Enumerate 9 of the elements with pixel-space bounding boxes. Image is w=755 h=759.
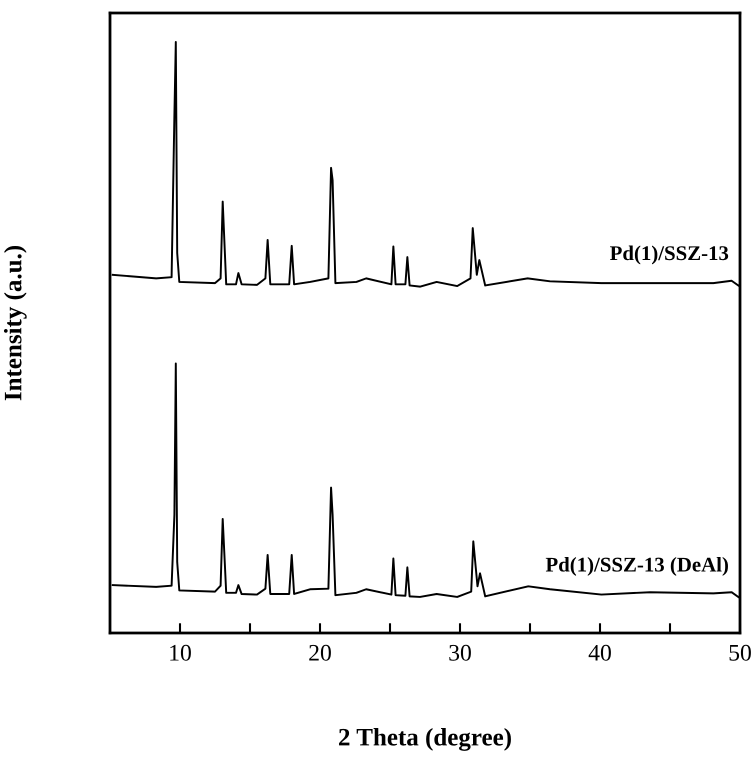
x-tick-label: 50 bbox=[730, 644, 751, 661]
x-tick-label: 40 bbox=[588, 644, 611, 661]
series-label: Pd(1)/SSZ-13 (DeAl) bbox=[546, 557, 728, 576]
x-tick-label: 10 bbox=[170, 644, 191, 661]
x-tick-label: 20 bbox=[309, 644, 331, 661]
x-axis-title: 2 Theta (degree) bbox=[339, 728, 511, 751]
y-axis-title: Intensity (a.u.) bbox=[4, 246, 27, 400]
x-tick-label: 30 bbox=[449, 644, 471, 661]
series-label: Pd(1)/SSZ-13 bbox=[610, 246, 728, 264]
